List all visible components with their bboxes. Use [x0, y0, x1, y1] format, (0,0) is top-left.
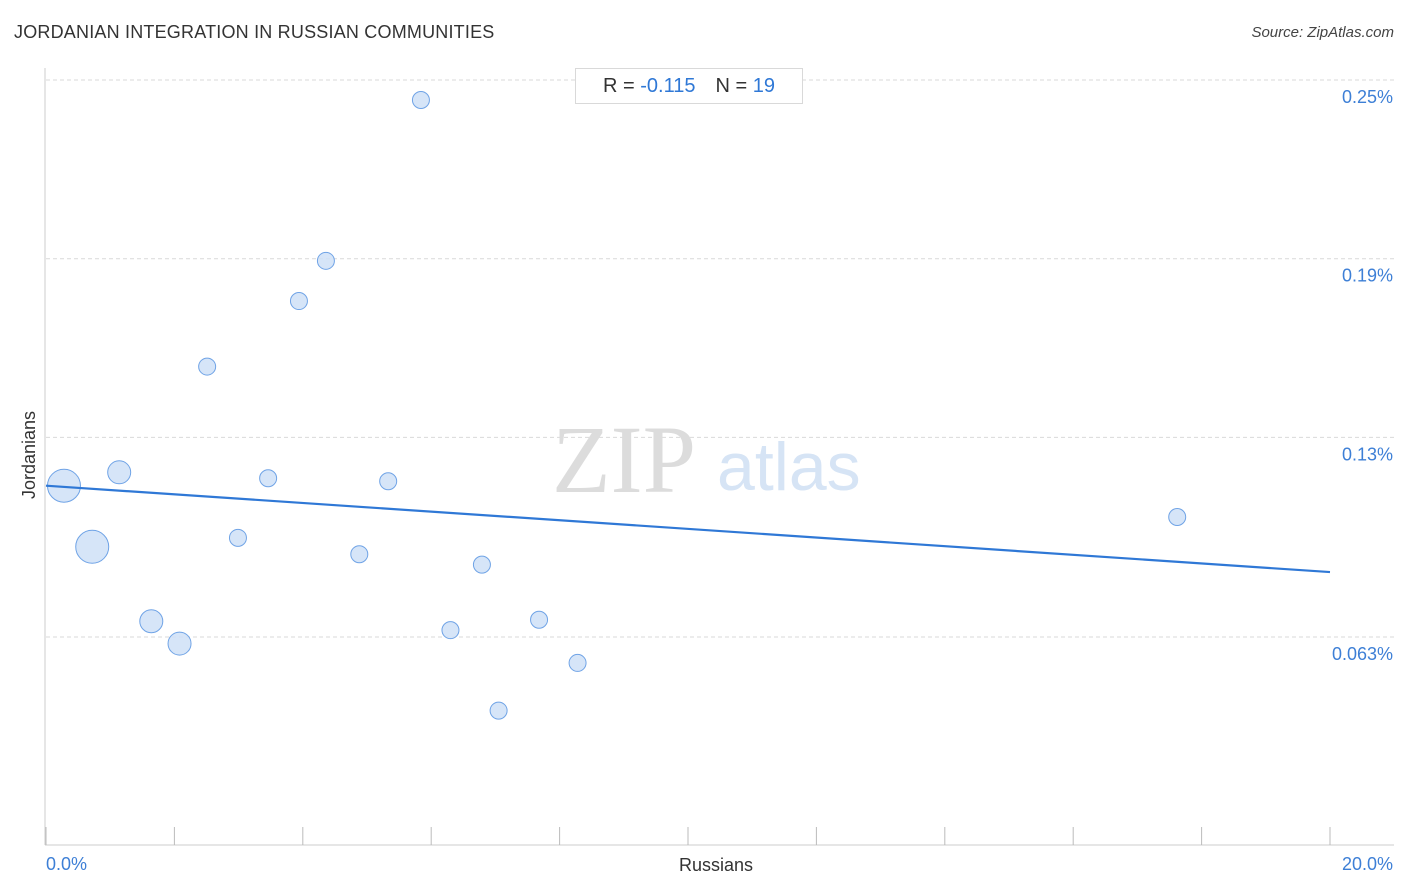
data-point [1168, 507, 1187, 526]
trendline-group [45, 484, 1331, 574]
data-points [46, 90, 1187, 720]
data-point [350, 545, 369, 564]
data-point [259, 469, 278, 488]
data-point [489, 701, 508, 720]
trendline [45, 484, 1331, 574]
data-point [107, 460, 132, 485]
data-point [316, 251, 335, 270]
watermark-atlas: atlas [717, 429, 861, 505]
source-label: Source: ZipAtlas.com [1251, 24, 1394, 41]
y-tick-label: 0.13% [1342, 444, 1393, 464]
y-tick-label: 0.19% [1342, 266, 1393, 286]
data-point [441, 621, 460, 640]
axes [44, 68, 1394, 846]
watermark-zip: ZIP [552, 406, 696, 513]
data-point [139, 609, 164, 634]
data-point [379, 472, 398, 491]
data-point [198, 357, 217, 376]
watermark: ZIP atlas [552, 406, 861, 513]
n-label: N = [715, 74, 748, 97]
y-tick-labels: 0.25% 0.19% 0.13% 0.063% [1332, 87, 1393, 664]
data-point [289, 292, 308, 311]
x-tick-label: 0.0% [46, 854, 87, 874]
data-point [75, 529, 110, 564]
y-axis-title: Jordanians [19, 411, 39, 499]
x-tick-label: 20.0% [1342, 854, 1393, 874]
data-point [228, 528, 247, 547]
data-point [167, 631, 192, 656]
x-axis-title: Russians [679, 855, 753, 875]
r-value: -0.115 [640, 74, 696, 97]
correlation-stats-box: R = -0.115 N = 19 [575, 68, 803, 104]
chart-title: JORDANIAN INTEGRATION IN RUSSIAN COMMUNI… [14, 22, 495, 42]
gridlines [46, 79, 1394, 638]
r-label: R = [603, 74, 635, 97]
data-point [411, 90, 430, 109]
x-tick-labels: 0.0% 20.0% [46, 854, 1393, 874]
y-tick-label: 0.25% [1342, 87, 1393, 107]
n-value: 19 [752, 74, 775, 97]
y-tick-label: 0.063% [1332, 644, 1393, 664]
data-point [530, 610, 549, 629]
data-point [568, 653, 587, 672]
data-point [472, 555, 491, 574]
